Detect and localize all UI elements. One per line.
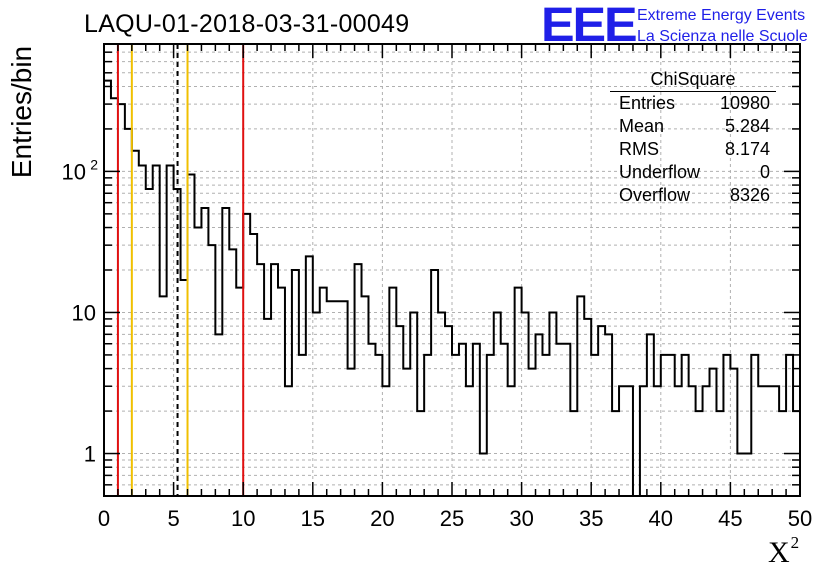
y-tick-label: 1 bbox=[84, 442, 96, 467]
stats-row-mean: Mean 5.284 bbox=[610, 115, 776, 138]
histogram-series bbox=[104, 79, 800, 497]
eee-logo-mark: EEE bbox=[541, 0, 638, 52]
stats-row-overflow: Overflow 8326 bbox=[610, 184, 776, 207]
x-tick-label: 10 bbox=[231, 506, 255, 531]
stats-value: 10980 bbox=[719, 93, 770, 113]
y-tick-label: 10 bbox=[62, 159, 86, 184]
x-tick-label: 35 bbox=[579, 506, 603, 531]
y-axis-label: Entries/bin bbox=[6, 45, 37, 179]
stats-label: Entries bbox=[619, 93, 676, 113]
stats-row-entries: Entries 10980 bbox=[610, 92, 776, 115]
stats-value: 5.284 bbox=[724, 116, 770, 136]
stats-label: Underflow bbox=[619, 162, 701, 182]
logo-line-1: Extreme Energy Events bbox=[637, 7, 806, 24]
stats-row-rms: RMS 8.174 bbox=[610, 138, 776, 161]
x-axis-label: X2 bbox=[768, 533, 799, 570]
x-tick-label: 20 bbox=[370, 506, 394, 531]
stats-value: 0 bbox=[759, 162, 770, 182]
chart-title: LAQU-01-2018-03-31-00049 bbox=[84, 10, 410, 38]
stats-value: 8.174 bbox=[724, 139, 770, 159]
x-tick-label: 30 bbox=[509, 506, 533, 531]
x-tick-label: 25 bbox=[440, 506, 464, 531]
logo-line-2: La Scienza nelle Scuole bbox=[637, 28, 808, 45]
x-tick-label: 5 bbox=[167, 506, 179, 531]
x-axis-label-text: X bbox=[768, 536, 790, 569]
y-tick-label: 10 bbox=[72, 300, 96, 325]
stats-label: Overflow bbox=[619, 185, 691, 205]
x-tick-label: 0 bbox=[98, 506, 110, 531]
x-tick-label: 15 bbox=[301, 506, 325, 531]
stats-box: ChiSquare Entries 10980 Mean 5.284 RMS 8… bbox=[610, 68, 776, 207]
x-tick-label: 40 bbox=[649, 506, 673, 531]
stats-value: 8326 bbox=[729, 185, 770, 205]
stats-label: Mean bbox=[619, 116, 665, 136]
stats-label: RMS bbox=[619, 139, 659, 159]
stats-row-underflow: Underflow 0 bbox=[610, 161, 776, 184]
x-axis-label-superscript: 2 bbox=[790, 533, 800, 552]
x-tick-label: 45 bbox=[718, 506, 742, 531]
stats-title: ChiSquare bbox=[610, 68, 776, 92]
y-tick-label-exponent: 2 bbox=[90, 156, 98, 172]
x-tick-label: 50 bbox=[788, 506, 812, 531]
